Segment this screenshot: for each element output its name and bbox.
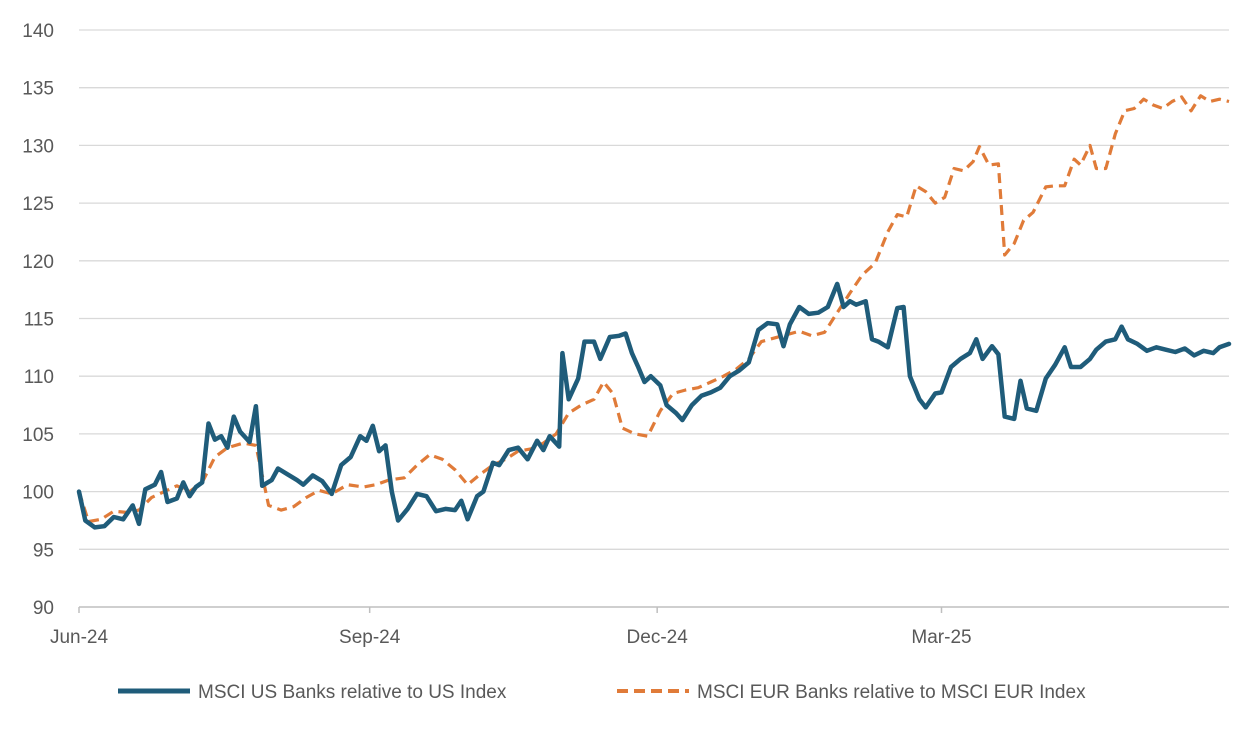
y-tick-label-90: 90 xyxy=(33,598,54,619)
legend-item-us-banks: MSCI US Banks relative to US Index xyxy=(118,682,507,703)
y-tick-label-130: 130 xyxy=(22,136,54,157)
y-tick-label-140: 140 xyxy=(22,21,54,42)
x-tick-label-jun-24: Jun-24 xyxy=(50,627,109,648)
y-tick-label-120: 120 xyxy=(22,252,54,273)
series-lines xyxy=(76,94,1232,530)
gridlines xyxy=(79,29,1229,550)
y-axis-ticks: 90 95 100 105 110 115 120 125 130 135 140 xyxy=(22,21,54,619)
series-line-us-banks xyxy=(76,281,1232,530)
legend-item-eur-banks: MSCI EUR Banks relative to MSCI EUR Inde… xyxy=(617,682,1086,703)
y-tick-label-95: 95 xyxy=(33,540,54,561)
y-tick-label-135: 135 xyxy=(22,79,54,100)
legend-label-eur-banks: MSCI EUR Banks relative to MSCI EUR Inde… xyxy=(697,682,1086,703)
series-line-eur-banks xyxy=(77,94,1230,524)
y-tick-label-105: 105 xyxy=(22,425,54,446)
y-tick-label-125: 125 xyxy=(22,194,54,215)
y-tick-label-115: 115 xyxy=(24,310,54,331)
x-tick-label-dec-24: Dec-24 xyxy=(627,627,689,648)
legend: MSCI US Banks relative to US Index MSCI … xyxy=(118,682,1086,703)
legend-label-us-banks: MSCI US Banks relative to US Index xyxy=(198,682,507,703)
y-tick-label-110: 110 xyxy=(24,367,54,388)
y-tick-label-100: 100 xyxy=(22,483,54,504)
x-tick-label-sep-24: Sep-24 xyxy=(339,627,401,648)
x-axis-ticks: Jun-24 Sep-24 Dec-24 Mar-25 xyxy=(50,606,1229,648)
x-tick-label-mar-25: Mar-25 xyxy=(911,627,971,648)
